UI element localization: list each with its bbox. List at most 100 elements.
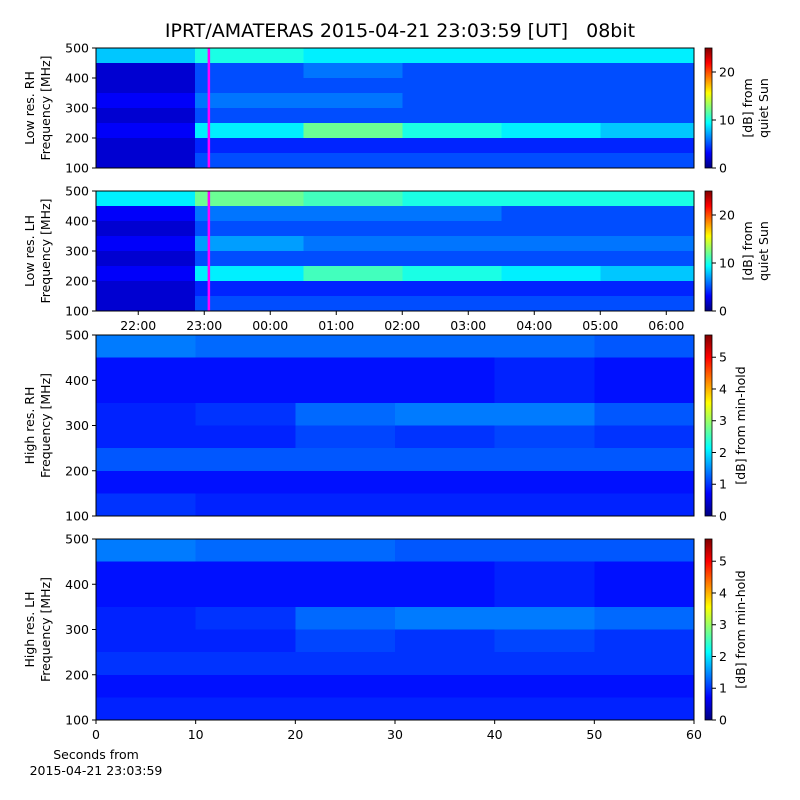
x-tick-label: 03:00 — [450, 318, 486, 333]
heatmap-cell — [303, 108, 403, 123]
heatmap-cell — [195, 539, 296, 562]
heatmap-cell — [402, 191, 502, 206]
y-tick-label: 300 — [65, 418, 89, 433]
heatmap-cell — [96, 425, 196, 449]
x-tick-label: 20 — [287, 727, 303, 742]
heatmap-cell — [303, 221, 403, 236]
heatmap-cell — [402, 266, 502, 281]
heatmap-cell — [501, 236, 601, 251]
heatmap-cell — [96, 402, 196, 426]
heatmap-cell — [600, 191, 694, 206]
heatmap-cell — [295, 584, 395, 607]
colorbar-tick-label: 3 — [719, 617, 727, 632]
colorbar — [704, 190, 713, 312]
heatmap-cell — [96, 357, 196, 381]
y-tick-label: 400 — [65, 577, 89, 592]
heatmap-cell — [295, 470, 395, 494]
y-axis-label: Low res. RH — [22, 71, 37, 145]
heatmap-cell — [594, 674, 694, 698]
heatmap-cell — [501, 221, 601, 236]
heatmap-cell — [600, 281, 694, 296]
x-tick-label: 40 — [487, 727, 503, 742]
heatmap-cell — [594, 652, 694, 675]
heatmap-cell — [395, 380, 495, 403]
heatmap-cell — [96, 93, 196, 108]
y-axis-label: Frequency [MHz] — [38, 198, 53, 303]
heatmap-cell — [395, 539, 495, 562]
heatmap-cell — [195, 335, 296, 358]
heatmap-cell — [600, 206, 694, 221]
x-tick-label: 06:00 — [648, 318, 684, 333]
colorbar-tick-label: 0 — [719, 161, 727, 176]
heatmap-cell — [402, 138, 502, 153]
heatmap-cell — [295, 357, 395, 381]
x-tick-label: 0 — [92, 727, 100, 742]
x-tick-label: 01:00 — [318, 318, 354, 333]
heatmap-cell — [494, 697, 595, 720]
x-tick-label: 02:00 — [384, 318, 420, 333]
heatmap-cell — [494, 493, 595, 516]
y-tick-label: 200 — [65, 667, 89, 682]
heatmap-cell — [303, 78, 403, 93]
heatmap-cell — [402, 48, 502, 63]
heatmap-cell — [395, 652, 495, 675]
heatmap-cell — [303, 251, 403, 266]
heatmap-cell — [195, 63, 304, 78]
heatmap-cell — [600, 78, 694, 93]
y-tick-label: 300 — [65, 101, 89, 116]
colorbar-label: [dB] from min-hold — [733, 366, 748, 484]
heatmap-cell — [295, 561, 395, 585]
heatmap-cell — [501, 108, 601, 123]
heatmap-cell — [594, 470, 694, 494]
heatmap-cell — [594, 561, 694, 585]
heatmap-cell — [195, 448, 296, 471]
heatmap-cell — [402, 78, 502, 93]
heatmap-cell — [594, 425, 694, 449]
heatmap-cell — [402, 153, 502, 168]
heatmap-cell — [594, 335, 694, 358]
heatmap-cell — [395, 674, 495, 698]
heatmap-cell — [195, 221, 304, 236]
heatmap-cell — [501, 296, 601, 311]
heatmap-cell — [402, 93, 502, 108]
heatmap-cell — [494, 357, 595, 381]
heatmap-cell — [96, 236, 196, 251]
colorbar-tick-label: 3 — [719, 413, 727, 428]
heatmap-cell — [303, 48, 403, 63]
colorbar-tick-label: 1 — [719, 681, 727, 696]
heatmap-cell — [295, 652, 395, 675]
heatmap-cell — [600, 296, 694, 311]
x-tick-label: 22:00 — [120, 318, 156, 333]
heatmap-cell — [96, 108, 196, 123]
heatmap-cell — [494, 402, 595, 426]
heatmap-cell — [96, 153, 196, 168]
x-tick-label: 50 — [586, 727, 602, 742]
heatmap-cell — [501, 191, 601, 206]
y-tick-label: 500 — [65, 328, 89, 343]
heatmap-cell — [303, 296, 403, 311]
heatmap-cell — [494, 448, 595, 471]
heatmap-cell — [494, 606, 595, 630]
heatmap-cell — [600, 63, 694, 78]
heatmap-cell — [295, 606, 395, 630]
heatmap-cell — [195, 93, 304, 108]
heatmap-cell — [195, 251, 304, 266]
heatmap-cell — [494, 380, 595, 403]
heatmap-cell — [594, 357, 694, 381]
heatmap-cell — [195, 206, 304, 221]
heatmap-cell — [195, 697, 296, 720]
heatmap-cell — [295, 493, 395, 516]
heatmap-cell — [96, 48, 196, 63]
colorbar-tick-label: 10 — [719, 256, 735, 271]
heatmap-cell — [303, 138, 403, 153]
heatmap-cell — [594, 402, 694, 426]
heatmap-cell — [402, 221, 502, 236]
x-tick-label: 30 — [387, 727, 403, 742]
heatmap-cell — [96, 221, 196, 236]
heatmap-cell — [501, 63, 601, 78]
y-tick-label: 100 — [65, 161, 89, 176]
heatmap-cell — [96, 629, 196, 653]
heatmap-cell — [295, 402, 395, 426]
colorbar-tick-label: 20 — [719, 208, 735, 223]
